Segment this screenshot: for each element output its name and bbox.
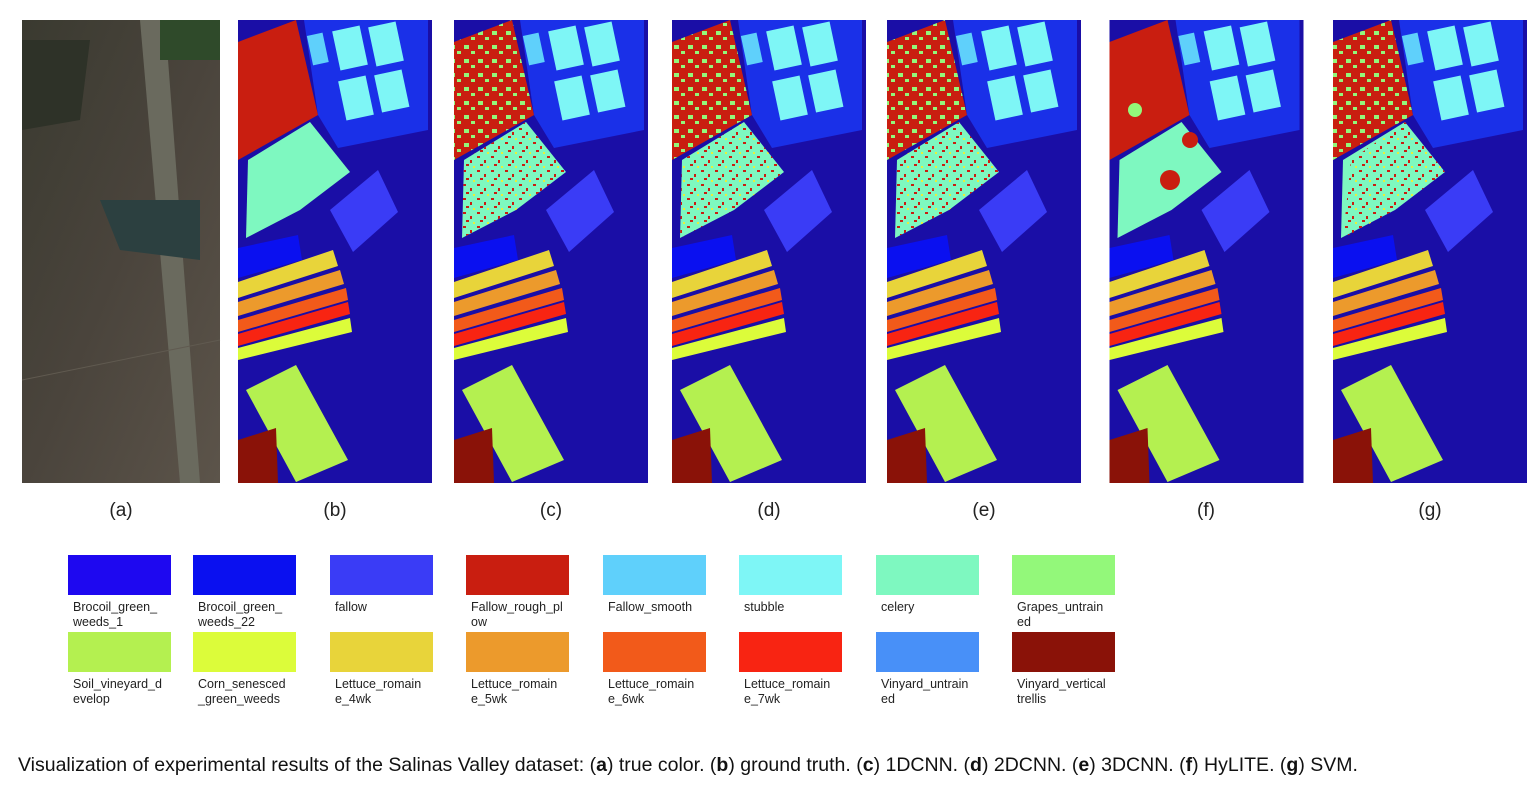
legend-label: Lettuce_romaine_5wk bbox=[471, 677, 558, 706]
legend-swatch bbox=[330, 555, 433, 595]
caption-text: c bbox=[862, 754, 874, 776]
legend-swatch bbox=[193, 555, 296, 595]
legend-swatch bbox=[68, 555, 171, 595]
legend-label: celery bbox=[881, 600, 915, 614]
legend-swatch bbox=[876, 632, 979, 672]
panel-label: (g) bbox=[1418, 500, 1442, 521]
caption-text: b bbox=[716, 754, 729, 776]
classification-maps bbox=[238, 20, 1527, 483]
legend-label: fallow bbox=[335, 600, 367, 614]
panel-label: (c) bbox=[539, 500, 563, 521]
true-color-image bbox=[21, 20, 221, 483]
caption-text: ) true color. ( bbox=[606, 754, 717, 776]
legend-swatch bbox=[1012, 555, 1115, 595]
caption-text: ) HyLITE. ( bbox=[1192, 754, 1287, 776]
legend-swatch bbox=[1012, 632, 1115, 672]
legend-swatch bbox=[193, 632, 296, 672]
panel-label: (b) bbox=[323, 500, 347, 521]
legend-label: Lettuce_romaine_6wk bbox=[608, 677, 695, 706]
legend-swatch bbox=[739, 555, 842, 595]
legend-label: Fallow_smooth bbox=[608, 600, 693, 614]
legend-label: Lettuce_romaine_4wk bbox=[335, 677, 422, 706]
legend-label: Vinyard_untrained bbox=[881, 677, 969, 706]
caption-text: f bbox=[1185, 754, 1193, 776]
legend-label: Vinyard_vertical trellis bbox=[1017, 677, 1106, 706]
legend-swatch bbox=[739, 632, 842, 672]
legend-swatch bbox=[603, 555, 706, 595]
caption-text: a bbox=[596, 754, 607, 776]
caption: Visualization of experimental results of… bbox=[18, 754, 1358, 777]
legend-swatch bbox=[68, 632, 171, 672]
caption-text: Visualization of experimental results of… bbox=[18, 754, 597, 776]
legend-swatch bbox=[466, 632, 569, 672]
figure bbox=[21, 20, 1527, 483]
legend-swatch bbox=[876, 555, 979, 595]
legend-swatch bbox=[466, 555, 569, 595]
caption-text: ) 2DCNN. ( bbox=[981, 754, 1079, 776]
panel-label: (d) bbox=[757, 500, 781, 521]
legend-label: Grapes_untrained bbox=[1017, 600, 1104, 629]
caption-text: e bbox=[1078, 754, 1090, 776]
legend-label: stubble bbox=[744, 600, 785, 614]
legend-swatch bbox=[603, 632, 706, 672]
caption-text: ) 3DCNN. ( bbox=[1089, 754, 1186, 776]
legend-label: Soil_vineyard_develop bbox=[73, 677, 162, 706]
legend-label: Lettuce_romaine_7wk bbox=[744, 677, 831, 706]
legend-label: Fallow_rough_plow bbox=[471, 600, 563, 629]
legend-label: Brocoil_green_weeds_22 bbox=[198, 600, 283, 629]
caption-text: ) SVM. bbox=[1298, 754, 1358, 776]
panel-label: (f) bbox=[1197, 500, 1215, 521]
caption-text: g bbox=[1286, 754, 1299, 776]
panel-label: (e) bbox=[972, 500, 996, 521]
legend-label: Corn_senesced_green_weeds bbox=[198, 677, 286, 706]
caption-text: ) ground truth. ( bbox=[728, 754, 863, 776]
panel-label: (a) bbox=[109, 500, 133, 521]
caption-text: d bbox=[970, 754, 982, 776]
legend-label: Brocoil_green_weeds_1 bbox=[73, 600, 158, 629]
caption-text: ) 1DCNN. ( bbox=[873, 754, 971, 776]
legend-swatch bbox=[330, 632, 433, 672]
